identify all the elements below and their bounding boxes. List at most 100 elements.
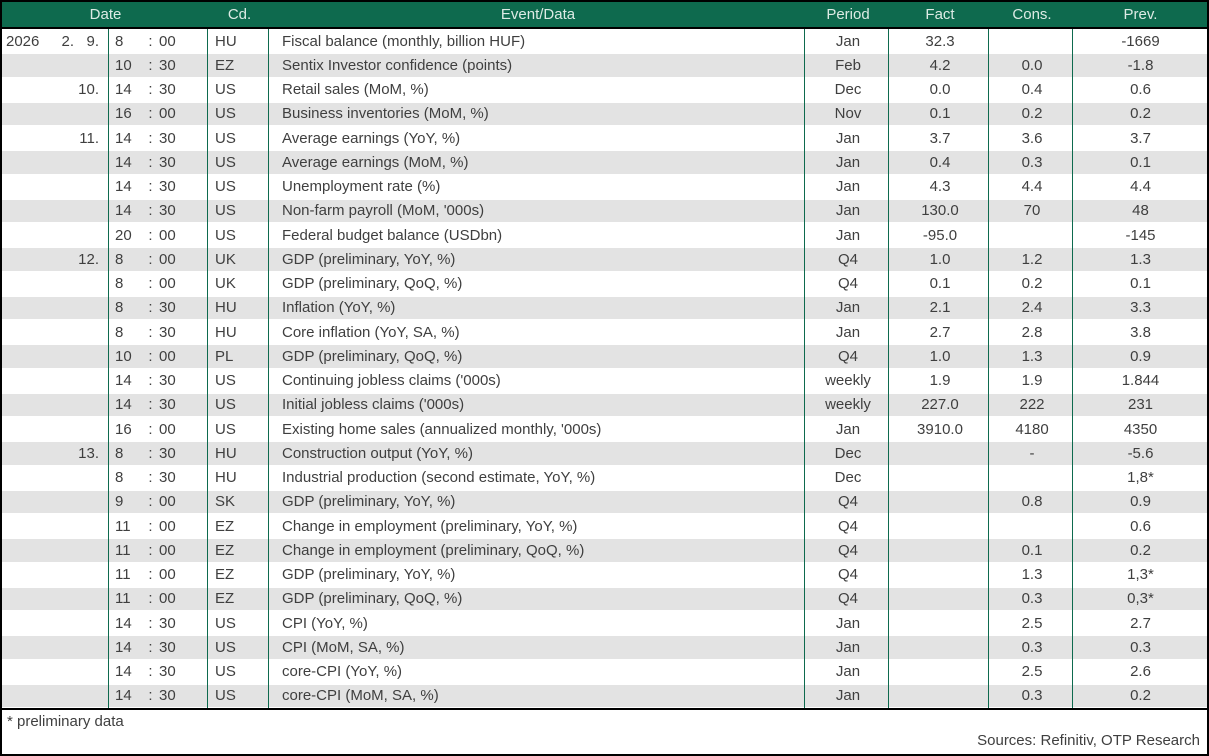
cell-event: GDP (preliminary, QoQ, %) (282, 590, 463, 608)
cell-time: 8:30 (110, 441, 209, 465)
table-row: 14:30 US CPI (YoY, %) Jan 2.5 2.7 (2, 611, 1207, 635)
preliminary-note: * preliminary data (7, 713, 124, 730)
cell-date (2, 514, 110, 538)
cell-date (2, 417, 110, 441)
cell-time: 14:30 (110, 150, 209, 174)
cell-country-code: US (215, 396, 236, 414)
grid-line-time-cd (207, 29, 208, 708)
cell-consensus: 2.5 (1021, 614, 1043, 632)
cell-minute: 00 (159, 541, 176, 559)
cell-minute: 30 (159, 687, 176, 705)
cell-period: Jan (835, 153, 861, 171)
cell-period: Nov (834, 105, 862, 123)
table-row: 14:30 US Continuing jobless claims ('000s)… (2, 369, 1207, 393)
cell-event: GDP (preliminary, YoY, %) (282, 566, 456, 584)
cell-period: Jan (835, 129, 861, 147)
time-colon-separator: : (148, 566, 153, 584)
cell-time: 10:00 (110, 344, 209, 368)
cell-hour: 14 (115, 129, 132, 147)
cell-fact: 0.0 (929, 81, 951, 99)
time-colon-separator: : (148, 444, 153, 462)
cell-country-code: US (215, 663, 236, 681)
cell-hour: 11 (115, 590, 131, 608)
cell-fact (890, 563, 990, 587)
header-divider (2, 27, 1207, 29)
cell-hour: 8 (115, 32, 124, 50)
cell-hour: 14 (115, 81, 132, 99)
cell-consensus: 0.4 (1021, 81, 1043, 99)
cell-consensus: 0.3 (1021, 590, 1043, 608)
cell-fact (890, 660, 990, 684)
time-colon-separator: : (148, 469, 153, 487)
time-colon-separator: : (148, 493, 153, 511)
cell-country-code: US (215, 81, 236, 99)
cell-fact: 3910.0 (917, 420, 963, 438)
cell-event: GDP (preliminary, QoQ, %) (282, 275, 463, 293)
cell-consensus: 4180 (1015, 420, 1049, 438)
cell-time: 16:00 (110, 417, 209, 441)
table-row: 11:00 EZ GDP (preliminary, YoY, %) Q4 1.3 1,3… (2, 563, 1207, 587)
cell-period: Jan (835, 687, 861, 705)
cell-previous: 0,3* (1127, 590, 1154, 608)
cell-country-code: EZ (215, 566, 235, 584)
cell-event: GDP (preliminary, QoQ, %) (282, 347, 463, 365)
cell-event: Retail sales (MoM, %) (282, 81, 429, 99)
cell-previous: 3.3 (1130, 299, 1151, 317)
cell-country-code: US (215, 129, 236, 147)
cell-time: 8:30 (110, 320, 209, 344)
cell-previous: -1.8 (1127, 56, 1154, 74)
table-row: 14:30 US Non-farm payroll (MoM, '000s) Jan 1… (2, 198, 1207, 223)
cell-fact: 32.3 (925, 32, 955, 50)
cell-consensus: 2.5 (1021, 663, 1043, 681)
cell-event: Initial jobless claims ('000s) (282, 396, 465, 414)
cell-fact (890, 466, 990, 490)
cell-country-code: US (215, 202, 236, 220)
table-header-row: Date Cd. Event/Data Period Fact Cons. Pr… (2, 2, 1207, 27)
time-colon-separator: : (148, 202, 153, 220)
cell-period: Q4 (837, 275, 858, 293)
cell-date: 13. (2, 441, 110, 465)
time-colon-separator: : (148, 32, 153, 50)
cell-country-code: US (215, 178, 236, 196)
cell-time: 8:00 (110, 247, 209, 271)
cell-hour: 8 (115, 299, 124, 317)
cell-period: Q4 (837, 566, 858, 584)
grid-line-fact-cons (988, 29, 989, 708)
cell-country-code: UK (215, 250, 236, 268)
grid-line-date-time (108, 29, 109, 708)
cell-period: Jan (835, 32, 861, 50)
cell-day: 11. (79, 129, 99, 147)
cell-previous: 0.9 (1130, 347, 1151, 365)
cell-fact: 1.0 (929, 250, 951, 268)
table-row: 12. 8:00 UK GDP (preliminary, YoY, %) Q4 1.0 1… (2, 247, 1207, 272)
cell-date (2, 684, 110, 708)
cell-fact: 2.1 (929, 299, 951, 317)
cell-time: 14:30 (110, 393, 209, 417)
time-colon-separator: : (148, 178, 153, 196)
cell-minute: 30 (159, 638, 176, 656)
table-row: 20:00 US Federal budget balance (USDbn) Jan… (2, 223, 1207, 247)
cell-fact: 2.7 (929, 323, 951, 341)
cell-time: 14:30 (110, 684, 209, 708)
table-row: 11. 14:30 US Average earnings (YoY, %) Jan 3.… (2, 126, 1207, 150)
cell-previous: 0.2 (1130, 687, 1151, 705)
cell-previous: 1,8* (1127, 469, 1154, 487)
cell-country-code: EZ (215, 541, 235, 559)
cell-hour: 14 (115, 202, 132, 220)
cell-period: Jan (835, 178, 861, 196)
cell-event: Existing home sales (annualized monthly,… (282, 420, 602, 438)
cell-previous: -5.6 (1127, 444, 1154, 462)
cell-previous: 0.1 (1130, 275, 1151, 293)
cell-country-code: EZ (215, 56, 235, 74)
cell-country-code: EZ (215, 517, 235, 535)
cell-consensus (990, 466, 1074, 490)
cell-consensus: 0.1 (1021, 541, 1043, 559)
cell-hour: 8 (115, 469, 124, 487)
cell-date (2, 393, 110, 417)
time-colon-separator: : (148, 250, 153, 268)
cell-event: CPI (MoM, SA, %) (282, 638, 405, 656)
cell-country-code: EZ (215, 590, 235, 608)
cell-minute: 00 (159, 517, 176, 535)
cell-period: Jan (835, 663, 861, 681)
cell-fact (890, 635, 990, 659)
